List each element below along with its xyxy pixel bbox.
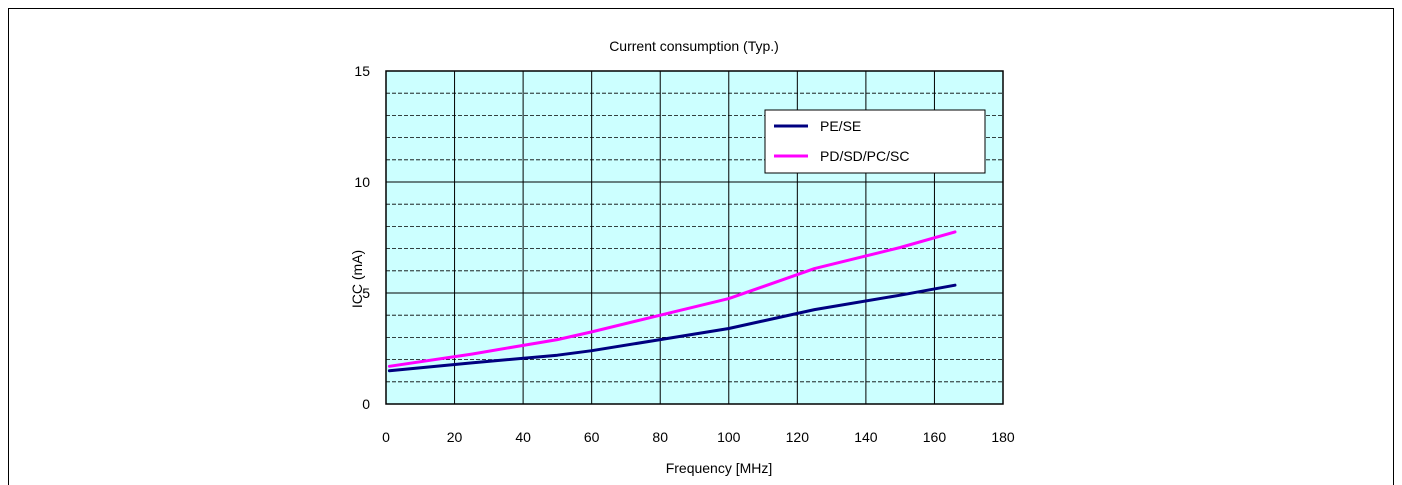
- x-tick-label: 0: [382, 429, 390, 445]
- legend-label: PD/SD/PC/SC: [820, 148, 909, 164]
- y-tick-label: 15: [354, 63, 370, 79]
- x-tick-label: 40: [515, 429, 531, 445]
- y-tick-label: 0: [362, 396, 370, 412]
- x-tick-labels: 0 20 40 60 80 100 120 140 160 180: [382, 429, 1015, 445]
- legend-box: [764, 109, 986, 174]
- minor-grid: [386, 92, 1003, 383]
- plot-border: [385, 70, 1004, 405]
- x-tick-label: 100: [717, 429, 741, 445]
- y-tick-label: 5: [362, 285, 370, 301]
- x-axis-label: Frequency [MHz]: [666, 460, 773, 476]
- x-tick-label: 20: [447, 429, 463, 445]
- chart-frame: [8, 8, 1394, 485]
- x-tick-label: 80: [652, 429, 668, 445]
- x-tick-label: 120: [786, 429, 810, 445]
- x-tick-label: 140: [854, 429, 878, 445]
- x-tick-label: 180: [991, 429, 1015, 445]
- y-axis-label: ICC (mA): [349, 250, 365, 308]
- series-line-1: [387, 283, 957, 373]
- series-layer: [387, 230, 957, 373]
- major-grid: [386, 71, 1003, 404]
- y-tick-label: 10: [354, 174, 370, 190]
- x-tick-label: 160: [923, 429, 947, 445]
- chart-title: Current consumption (Typ.): [609, 38, 779, 54]
- x-tick-label: 60: [584, 429, 600, 445]
- legend: PE/SE PD/SD/PC/SC: [764, 109, 986, 174]
- legend-label: PE/SE: [820, 118, 861, 134]
- series-line-2: [387, 230, 957, 368]
- y-tick-labels: 0 5 10 15: [354, 63, 370, 412]
